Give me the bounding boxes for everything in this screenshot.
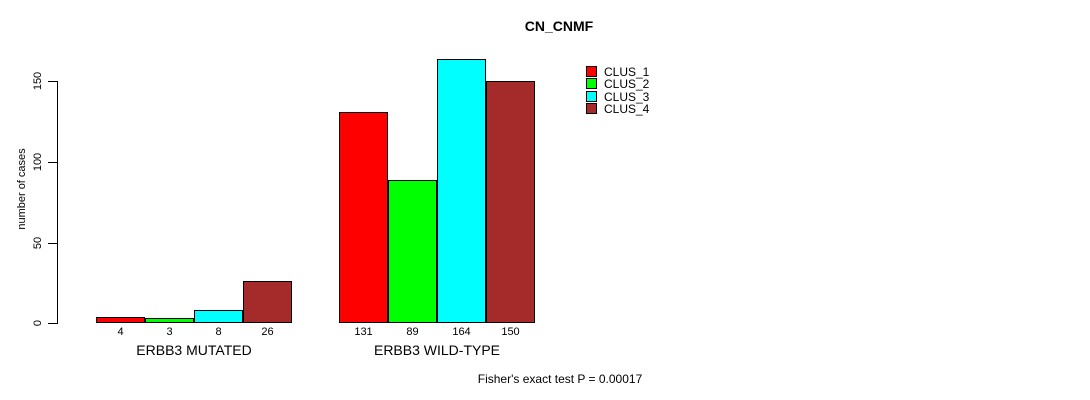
bar (388, 180, 437, 323)
bar (486, 81, 535, 323)
y-tick (48, 162, 58, 163)
y-tick-label: 150 (32, 71, 44, 91)
y-tick-label: 100 (32, 152, 44, 172)
y-tick (48, 243, 58, 244)
bar-value-label: 150 (501, 326, 520, 338)
y-tick (48, 81, 58, 82)
legend-swatch (586, 66, 597, 77)
bar-value-label: 26 (261, 326, 274, 338)
bar (194, 310, 243, 323)
legend-swatch (586, 103, 597, 114)
bar-value-label: 89 (406, 326, 419, 338)
legend-label: CLUS_1 (604, 65, 650, 79)
y-axis-line (57, 81, 58, 323)
y-tick-label: 50 (32, 236, 44, 250)
legend-label: CLUS_2 (604, 77, 650, 91)
legend-swatch (586, 91, 597, 102)
legend-label: CLUS_4 (604, 102, 650, 116)
bar-value-label: 3 (166, 326, 173, 338)
bar (339, 112, 388, 323)
fisher-test-annotation: Fisher's exact test P = 0.00017 (477, 372, 643, 386)
bar-value-label: 131 (354, 326, 373, 338)
bar (96, 317, 145, 323)
bar-value-label: 164 (452, 326, 471, 338)
bar-value-label: 8 (215, 326, 222, 338)
group-label-2: ERBB3 WILD-TYPE (373, 342, 501, 358)
y-tick (48, 323, 58, 324)
y-axis-label: number of cases (16, 148, 28, 230)
legend-label: CLUS_3 (604, 90, 650, 104)
legend-swatch (586, 78, 597, 89)
bar (145, 318, 194, 323)
bar (437, 59, 486, 323)
group-label-1: ERBB3 MUTATED (136, 342, 252, 358)
bar (243, 281, 292, 323)
y-tick-label: 0 (32, 319, 44, 327)
chart-title: CN_CNMF (524, 18, 594, 34)
bar-value-label: 4 (117, 326, 124, 338)
